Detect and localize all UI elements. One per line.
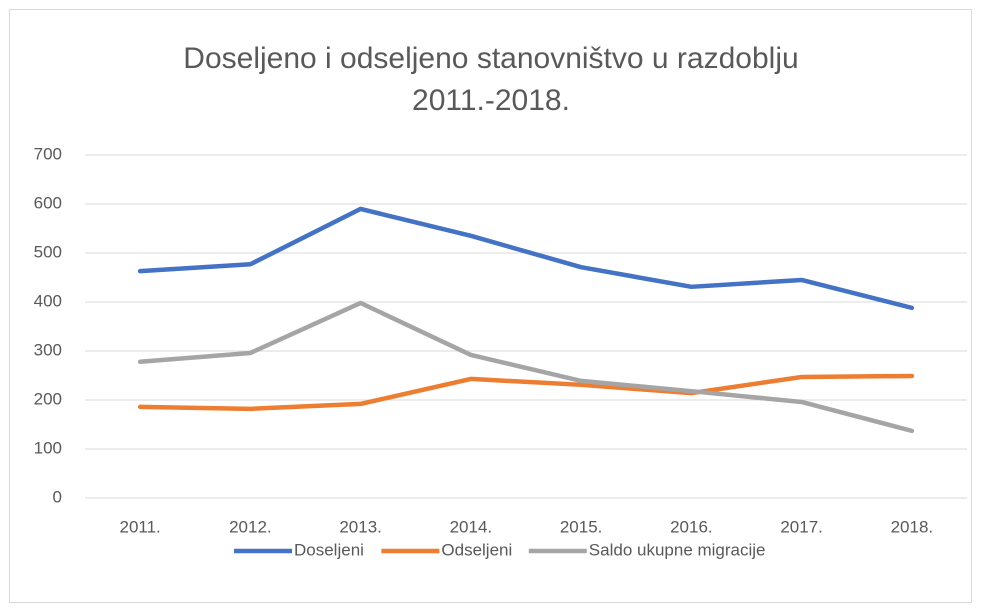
series-line — [137, 373, 915, 412]
x-tick-label: 2014. — [450, 517, 493, 536]
legend-label: Doseljeni — [294, 540, 364, 559]
y-tick-label: 100 — [34, 438, 62, 457]
x-tick-label: 2017. — [780, 517, 823, 536]
legend-label: Saldo ukupne migracije — [589, 540, 766, 559]
y-tick-label: 700 — [34, 144, 62, 163]
chart-title: Doseljeno i odseljeno stanovništvo u raz… — [183, 42, 799, 117]
x-tick-label: 2013. — [339, 517, 382, 536]
y-tick-label: 300 — [34, 340, 62, 359]
x-tick-label: 2011. — [119, 517, 160, 536]
y-tick-label: 0 — [53, 487, 62, 506]
legend-label: Odseljeni — [441, 540, 512, 559]
y-tick-label: 500 — [34, 242, 62, 261]
x-tick-label: 2016. — [670, 517, 713, 536]
series-line — [137, 300, 915, 434]
x-tick-label: 2012. — [229, 517, 272, 536]
chart-frame — [9, 9, 972, 603]
series-line — [137, 206, 915, 311]
x-tick-label: 2018. — [891, 517, 934, 536]
y-tick-label: 400 — [34, 291, 62, 310]
y-tick-label: 200 — [34, 389, 62, 408]
y-tick-label: 600 — [34, 193, 62, 212]
x-tick-label: 2015. — [560, 517, 603, 536]
